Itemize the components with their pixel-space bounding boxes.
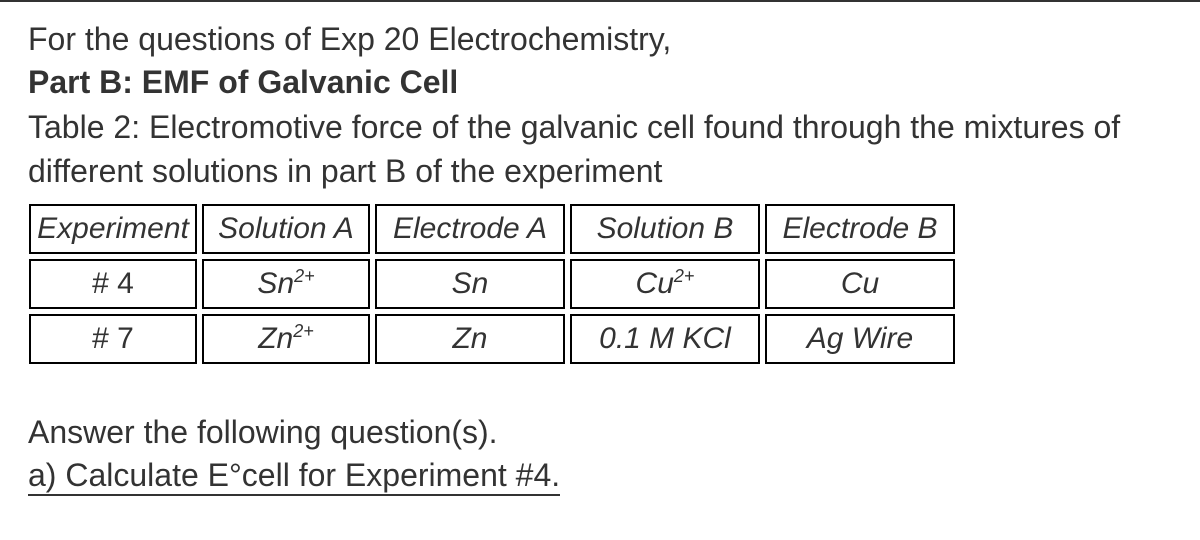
questions-prompt: Answer the following question(s). <box>28 411 1172 454</box>
ion-charge: 2+ <box>294 266 315 286</box>
cell-solution-a: Zn2+ <box>202 314 370 364</box>
cell-experiment: # 7 <box>29 314 197 364</box>
table-header-row: Experiment Solution A Electrode A Soluti… <box>29 204 955 254</box>
header-solution-a: Solution A <box>202 204 370 254</box>
cell-experiment: # 4 <box>29 259 197 309</box>
ion-base: Sn <box>257 267 294 300</box>
cell-electrode-a: Zn <box>375 314 565 364</box>
cell-solution-b: 0.1 M KCl <box>570 314 760 364</box>
table-row: # 7 Zn2+ Zn 0.1 M KCl Ag Wire <box>29 314 955 364</box>
cell-solution-a: Sn2+ <box>202 259 370 309</box>
intro-line-1: For the questions of Exp 20 Electrochemi… <box>28 18 1172 61</box>
cell-solution-b: Cu2+ <box>570 259 760 309</box>
cell-electrode-a: Sn <box>375 259 565 309</box>
problem-page: For the questions of Exp 20 Electrochemi… <box>0 0 1200 497</box>
header-electrode-a: Electrode A <box>375 204 565 254</box>
table-row: # 4 Sn2+ Sn Cu2+ Cu <box>29 259 955 309</box>
question-a-text: a) Calculate E°cell for Experiment #4. <box>28 457 560 496</box>
header-experiment: Experiment <box>29 204 197 254</box>
questions-block: Answer the following question(s). a) Cal… <box>28 411 1172 497</box>
emf-table: Experiment Solution A Electrode A Soluti… <box>24 199 960 369</box>
cell-electrode-b: Ag Wire <box>765 314 955 364</box>
question-a: a) Calculate E°cell for Experiment #4. <box>28 454 1172 497</box>
ion-base: Cu <box>636 267 674 300</box>
ion-charge: 2+ <box>674 266 695 286</box>
cell-electrode-b: Cu <box>765 259 955 309</box>
intro-line-2: Part B: EMF of Galvanic Cell <box>28 61 1172 104</box>
ion-base: Zn <box>258 322 293 355</box>
header-solution-b: Solution B <box>570 204 760 254</box>
table-caption: Table 2: Electromotive force of the galv… <box>28 106 1172 192</box>
ion-charge: 2+ <box>293 321 314 341</box>
header-electrode-b: Electrode B <box>765 204 955 254</box>
